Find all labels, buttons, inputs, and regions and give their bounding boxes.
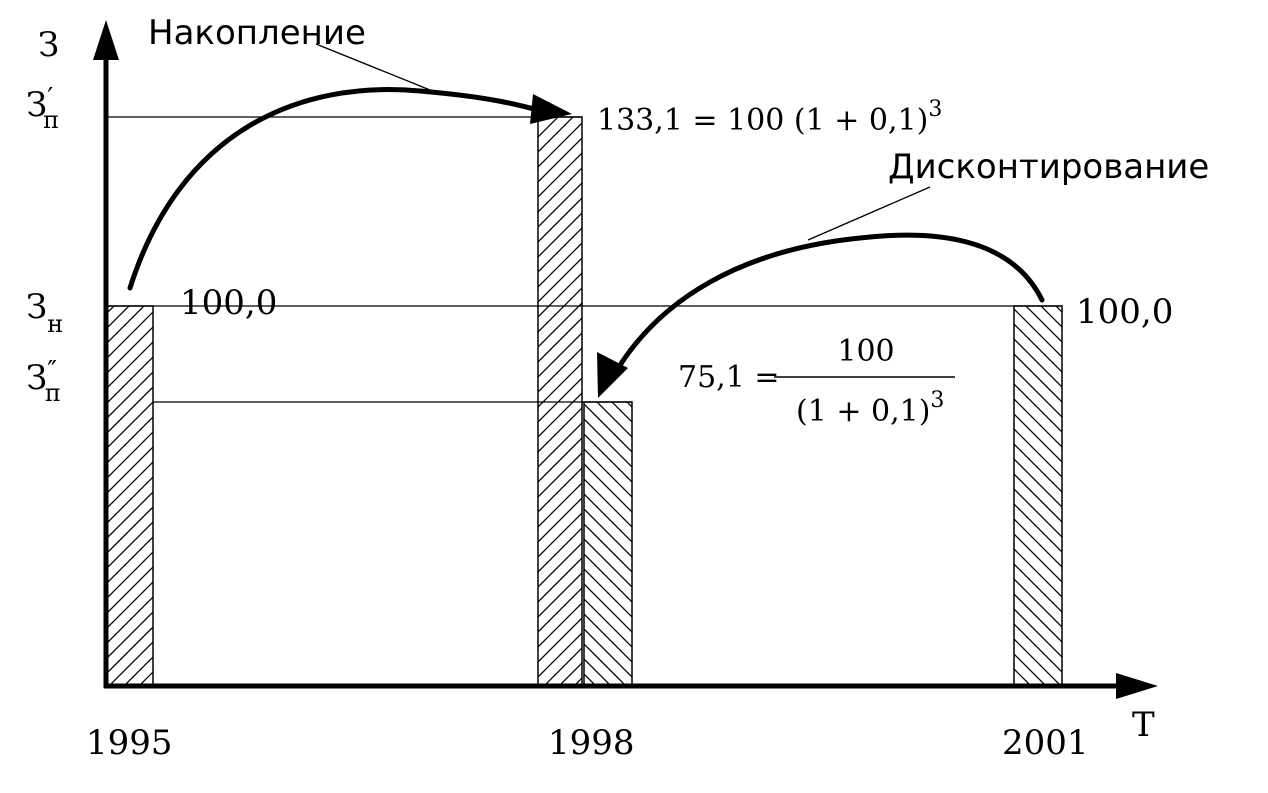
y-tick-sub-1: н [47,310,63,338]
formula-future-exp: 3 [928,97,942,122]
x-tick-label-0: 1995 [86,723,173,763]
formula-present-den-text: (1 + 0,1) [796,394,930,429]
x-tick-label-1: 1998 [548,723,635,763]
bar-2001 [1013,305,1063,687]
bar-1998-future [537,116,583,687]
accumulation-arrow [127,87,548,291]
bar-label-1995: 100,0 [180,283,277,323]
formula-present-numerator: 100 [837,334,894,369]
y-axis-title: З [38,25,59,65]
y-tick-sub-0: п [43,106,59,134]
y-tick-label-0: З′ п [26,83,59,134]
y-tick-sub-2: п [45,379,61,407]
formula-future: 133,1 = 100 (1 + 0,1)3 [597,97,942,138]
discounting-leader [807,186,931,241]
discounting-arrowhead [597,352,628,398]
y-tick-prime-2: ″ [47,356,57,386]
y-tick-base-1: З [26,287,47,327]
discounting-label: Дисконтирование [888,147,1209,187]
formula-future-text: 133,1 = 100 (1 + 0,1) [597,103,928,138]
x-axis-arrowhead [1116,673,1158,699]
x-axis-title: T [1132,705,1155,745]
formula-present-exp: 3 [930,388,944,413]
formula-present-denominator: (1 + 0,1)3 [796,388,944,429]
x-tick-label-2: 2001 [1002,723,1089,763]
accumulation-leader [315,43,431,91]
formula-present-lhs: 75,1 = [678,360,779,395]
discounting-arrow [614,232,1045,373]
y-axis-arrowhead [93,20,119,60]
y-tick-prime-0: ′ [47,83,53,113]
accumulation-label: Накопление [148,13,366,53]
bar-1995 [105,305,154,687]
y-tick-label-2: З″ п [26,356,61,407]
y-tick-label-1: Зн [26,287,63,338]
y-tick-base-2: З [26,358,47,398]
accumulation-arrowhead [530,94,572,124]
bar-1998-present [583,401,633,687]
bar-label-2001: 100,0 [1076,292,1173,332]
y-tick-base-0: З [26,85,47,125]
